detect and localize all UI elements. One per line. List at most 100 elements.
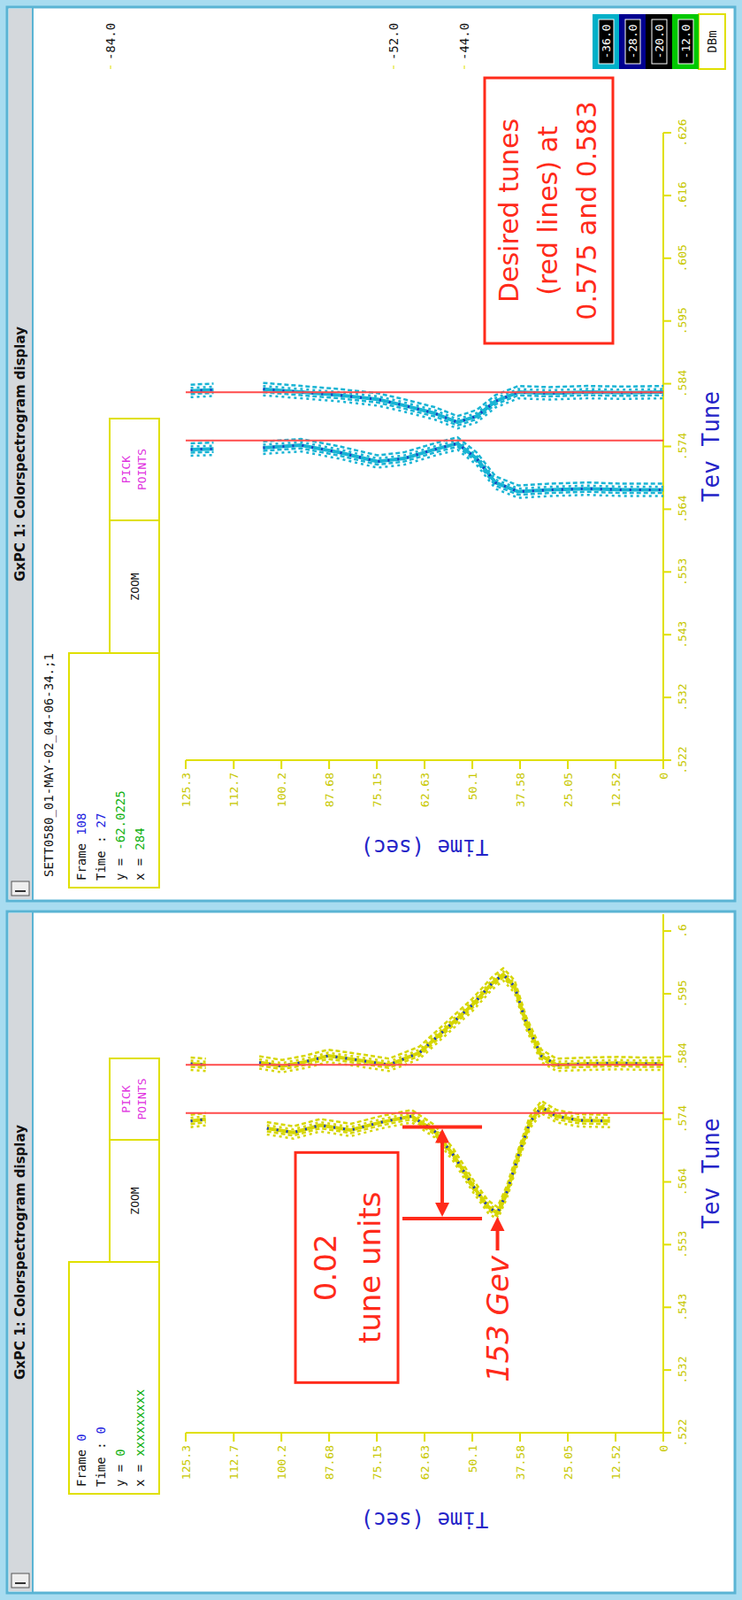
x-tick	[663, 1430, 672, 1433]
y-tick-label: 12.52	[609, 1444, 623, 1479]
info-label: y =	[113, 1463, 128, 1486]
zoom-label[interactable]: ZOOM	[128, 572, 142, 600]
colorbar-label: -84.0	[103, 22, 118, 61]
x-tick-label: .522	[675, 1417, 689, 1446]
colorbar-swatch	[645, 14, 673, 69]
x-tick-label: .574	[675, 1104, 689, 1133]
annotation-text: 153 Gev	[480, 1254, 516, 1382]
trace-texture	[191, 977, 664, 1070]
x-tick-label: .595	[675, 306, 689, 335]
x-tick-label: .522	[675, 745, 689, 773]
annotation-box	[295, 1151, 398, 1382]
tune-trace	[191, 389, 664, 423]
y-tick-label: 75.15	[370, 1444, 384, 1479]
y-tick-label: 25.05	[561, 772, 575, 807]
trace-texture	[191, 449, 664, 498]
pick-points-line: PICK	[119, 455, 133, 483]
info-label: Time :	[93, 1440, 108, 1486]
colorbar-tick	[464, 65, 466, 69]
x-axis-title: Tev Tune	[697, 1116, 725, 1228]
y-tick	[662, 759, 665, 769]
window-title: GxPC 1: Colorspectrogram display	[12, 326, 29, 582]
title-divider	[31, 910, 34, 1592]
arrow-head	[435, 1201, 450, 1217]
zoom-button[interactable]	[109, 520, 160, 653]
colorbar-label: -12.0	[679, 23, 693, 59]
pick-points-button[interactable]	[109, 418, 160, 521]
y-tick	[375, 1431, 378, 1441]
x-tick	[663, 929, 672, 932]
x-tick	[663, 1242, 672, 1245]
y-tick	[471, 759, 474, 769]
bracket-bar	[402, 1124, 482, 1129]
x-tick	[663, 992, 672, 995]
x-tick-label: .616	[675, 181, 689, 209]
x-tick-label: .626	[675, 118, 689, 146]
x-tick-label: .564	[675, 495, 689, 523]
info-value: 27	[93, 812, 108, 828]
annotation-text: Desired tunes	[493, 118, 525, 303]
trace-texture	[191, 391, 664, 426]
info-label: x =	[132, 857, 147, 880]
y-tick-label: 50.1	[466, 1444, 480, 1472]
y-tick	[519, 1431, 521, 1441]
tune-trace	[191, 973, 664, 1066]
colorbar-title: DBm	[704, 30, 720, 53]
annotation-box	[484, 77, 613, 344]
zoom-button[interactable]	[109, 1139, 160, 1262]
y-tick-label: 75.15	[370, 772, 384, 807]
colorbar-label: -52.0	[386, 22, 401, 61]
x-axis	[662, 913, 665, 1432]
trace-texture	[191, 1106, 611, 1213]
screen: GxPC 1: Colorspectrogram display Frame 0 Ti…	[0, 0, 742, 1599]
info-label: x =	[132, 1463, 147, 1486]
x-axis-title: Tev Tune	[697, 390, 725, 502]
x-tick	[663, 507, 672, 510]
pick-points-label[interactable]: PICKPOINTS	[119, 448, 149, 490]
desired-tune-line	[185, 1063, 664, 1065]
y-tick	[566, 1431, 569, 1441]
x-tick-label: .6	[675, 923, 689, 938]
colorbar-label: -20.0	[652, 23, 666, 59]
y-tick	[280, 1431, 283, 1441]
pick-points-button[interactable]	[109, 1057, 160, 1140]
pick-points-label[interactable]: PICKPOINTS	[119, 1078, 149, 1120]
trace-texture	[191, 1112, 611, 1219]
trace-texture	[191, 1109, 611, 1217]
trace-texture	[191, 973, 664, 1066]
info-label: Frame	[74, 1448, 89, 1486]
trace-texture	[191, 979, 664, 1072]
bracket-arrow	[440, 1139, 444, 1207]
x-tick-label: .553	[675, 1230, 689, 1258]
colorbar-label-inset	[678, 19, 694, 64]
colorbar-label: -28.0	[626, 23, 640, 59]
colorbar-swatch	[619, 14, 646, 69]
y-tick	[375, 759, 378, 769]
info-value: 108	[74, 812, 89, 835]
title-divider	[31, 7, 34, 901]
info-value: 0	[93, 1425, 108, 1433]
x-tick	[663, 1305, 672, 1308]
y-tick-label: 0	[657, 772, 671, 780]
y-tick	[471, 1431, 474, 1441]
x-tick	[663, 445, 672, 448]
x-tick-label: .543	[675, 1292, 689, 1321]
y-tick-label: 50.1	[466, 772, 480, 800]
zoom-label[interactable]: ZOOM	[128, 1185, 142, 1214]
y-tick	[662, 1431, 665, 1441]
info-value: 284	[132, 826, 147, 850]
info-value: 0	[113, 1447, 128, 1455]
y-tick-label: 37.58	[513, 772, 528, 807]
x-tick	[663, 1368, 672, 1370]
info-label: Frame	[74, 842, 89, 880]
colorbar-tick	[393, 65, 395, 69]
info-box	[68, 652, 160, 888]
window-menu-button[interactable]	[11, 880, 30, 895]
x-tick	[663, 382, 672, 385]
y-tick-label: 0	[657, 1444, 671, 1452]
trace-texture	[191, 389, 664, 423]
x-tick	[663, 633, 672, 635]
x-tick-label: .532	[675, 1354, 689, 1383]
window	[7, 910, 735, 1592]
window-menu-button[interactable]	[11, 1572, 30, 1587]
